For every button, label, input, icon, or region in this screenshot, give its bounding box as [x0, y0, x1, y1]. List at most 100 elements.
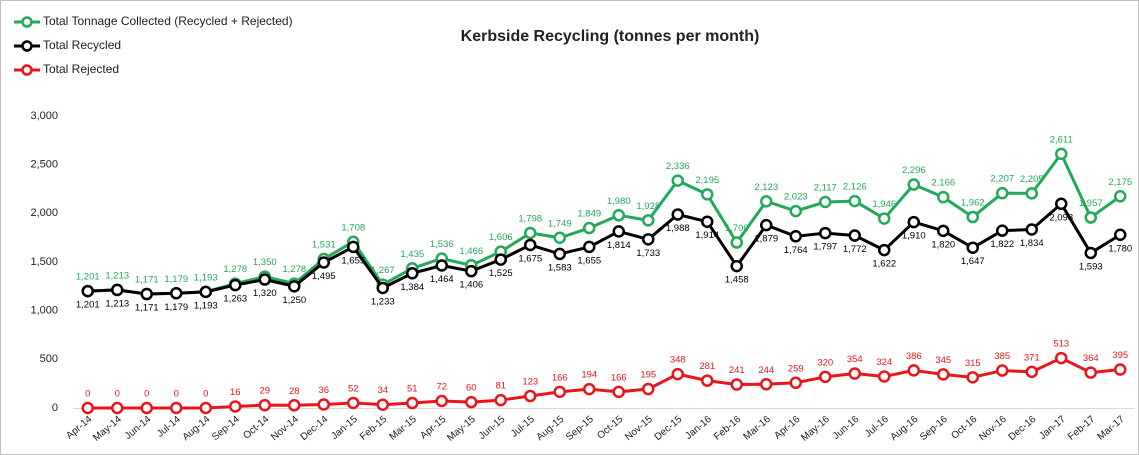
data-label: 1,622: [872, 259, 896, 270]
data-point: [524, 389, 537, 403]
data-label: 1,384: [400, 282, 424, 293]
data-label: 52: [348, 383, 359, 394]
data-label: 1,464: [430, 274, 454, 285]
legend-marker: [21, 64, 33, 76]
data-point: [730, 236, 743, 249]
data-label: 1,171: [135, 275, 159, 286]
data-label: 1,606: [489, 232, 513, 243]
data-label: 2,205: [1020, 174, 1044, 185]
data-point: [848, 194, 861, 208]
data-point: [111, 401, 124, 415]
data-label: 1,201: [76, 300, 100, 311]
y-tick-label: 500: [40, 353, 58, 365]
data-label: 1,171: [135, 303, 159, 314]
data-point: [1084, 211, 1097, 224]
data-label: 320: [817, 357, 833, 368]
data-point: [376, 281, 389, 295]
data-label: 1,536: [430, 239, 454, 250]
data-label: 1,798: [518, 214, 542, 225]
data-label: 1,814: [607, 240, 631, 251]
data-label: 1,179: [164, 274, 188, 285]
data-point: [347, 396, 360, 410]
data-label: 29: [259, 386, 270, 397]
data-label: 315: [965, 358, 981, 369]
data-label: 1,822: [990, 239, 1014, 250]
data-point: [730, 259, 743, 273]
data-label: 1,675: [518, 253, 542, 264]
data-label: 2,195: [695, 175, 719, 186]
data-label: 0: [174, 389, 179, 400]
data-point: [789, 376, 802, 390]
data-label: 386: [906, 351, 922, 362]
data-label: 1,879: [754, 234, 778, 245]
data-label: 1,946: [872, 199, 896, 210]
data-label: 0: [203, 389, 208, 400]
data-point: [1025, 223, 1038, 236]
data-point: [1084, 366, 1097, 379]
data-label: 123: [522, 377, 538, 388]
data-label: 1,278: [223, 264, 247, 275]
data-point: [140, 287, 153, 301]
data-label: 1,820: [931, 239, 955, 250]
data-label: 1,988: [666, 223, 690, 234]
data-point: [966, 241, 979, 254]
data-label: 1,193: [194, 272, 218, 283]
legend-label: Total Tonnage Collected (Recycled + Reje…: [43, 14, 293, 28]
data-label: 1,772: [843, 244, 867, 255]
data-label: 1,928: [636, 201, 660, 212]
y-tick-label: 1,500: [30, 256, 58, 268]
data-label: 2,123: [754, 182, 778, 193]
data-point: [966, 371, 979, 384]
data-point: [1055, 351, 1068, 365]
data-label: 345: [935, 355, 951, 366]
data-point: [258, 273, 271, 286]
data-point: [730, 378, 743, 391]
y-tick-label: 2,500: [30, 159, 58, 171]
data-label: 1,525: [489, 268, 513, 279]
data-point: [288, 399, 301, 412]
chart-title: Kerbside Recycling (tonnes per month): [461, 28, 760, 45]
data-point: [494, 253, 507, 266]
data-point: [966, 210, 979, 224]
data-label: 1,531: [312, 239, 336, 250]
data-point: [996, 186, 1009, 200]
data-point: [465, 264, 478, 278]
data-label: 1,263: [223, 294, 247, 305]
data-label: 1,250: [282, 295, 306, 306]
data-label: 1,213: [105, 270, 129, 281]
data-label: 1,583: [548, 262, 572, 273]
data-label: 324: [876, 357, 892, 368]
data-label: 166: [611, 372, 627, 383]
data-point: [760, 378, 773, 391]
data-label: 1,213: [105, 298, 129, 309]
data-label: 36: [318, 385, 329, 396]
data-point: [760, 218, 773, 232]
data-point: [642, 382, 655, 396]
data-point: [583, 382, 596, 396]
data-point: [553, 231, 566, 245]
data-point: [937, 190, 950, 204]
data-label: 0: [85, 389, 90, 400]
data-label: 2,023: [784, 192, 808, 203]
data-point: [1114, 363, 1127, 376]
data-point: [288, 280, 301, 293]
data-label: 1,780: [1108, 243, 1132, 254]
data-label: 0: [115, 389, 120, 400]
data-point: [170, 401, 183, 415]
data-label: 259: [788, 363, 804, 374]
data-label: 2,207: [990, 174, 1014, 185]
data-label: 194: [581, 370, 597, 381]
data-label: 0: [144, 389, 149, 400]
data-point: [671, 174, 684, 187]
data-label: 28: [289, 386, 300, 397]
data-point: [81, 284, 94, 298]
data-label: 72: [436, 382, 447, 393]
data-point: [848, 229, 861, 242]
data-label: 1,593: [1079, 261, 1103, 272]
legend-label: Total Recycled: [43, 38, 121, 52]
data-point: [494, 393, 507, 407]
data-point: [199, 285, 212, 299]
data-point: [907, 364, 920, 377]
data-label: 395: [1112, 350, 1128, 361]
